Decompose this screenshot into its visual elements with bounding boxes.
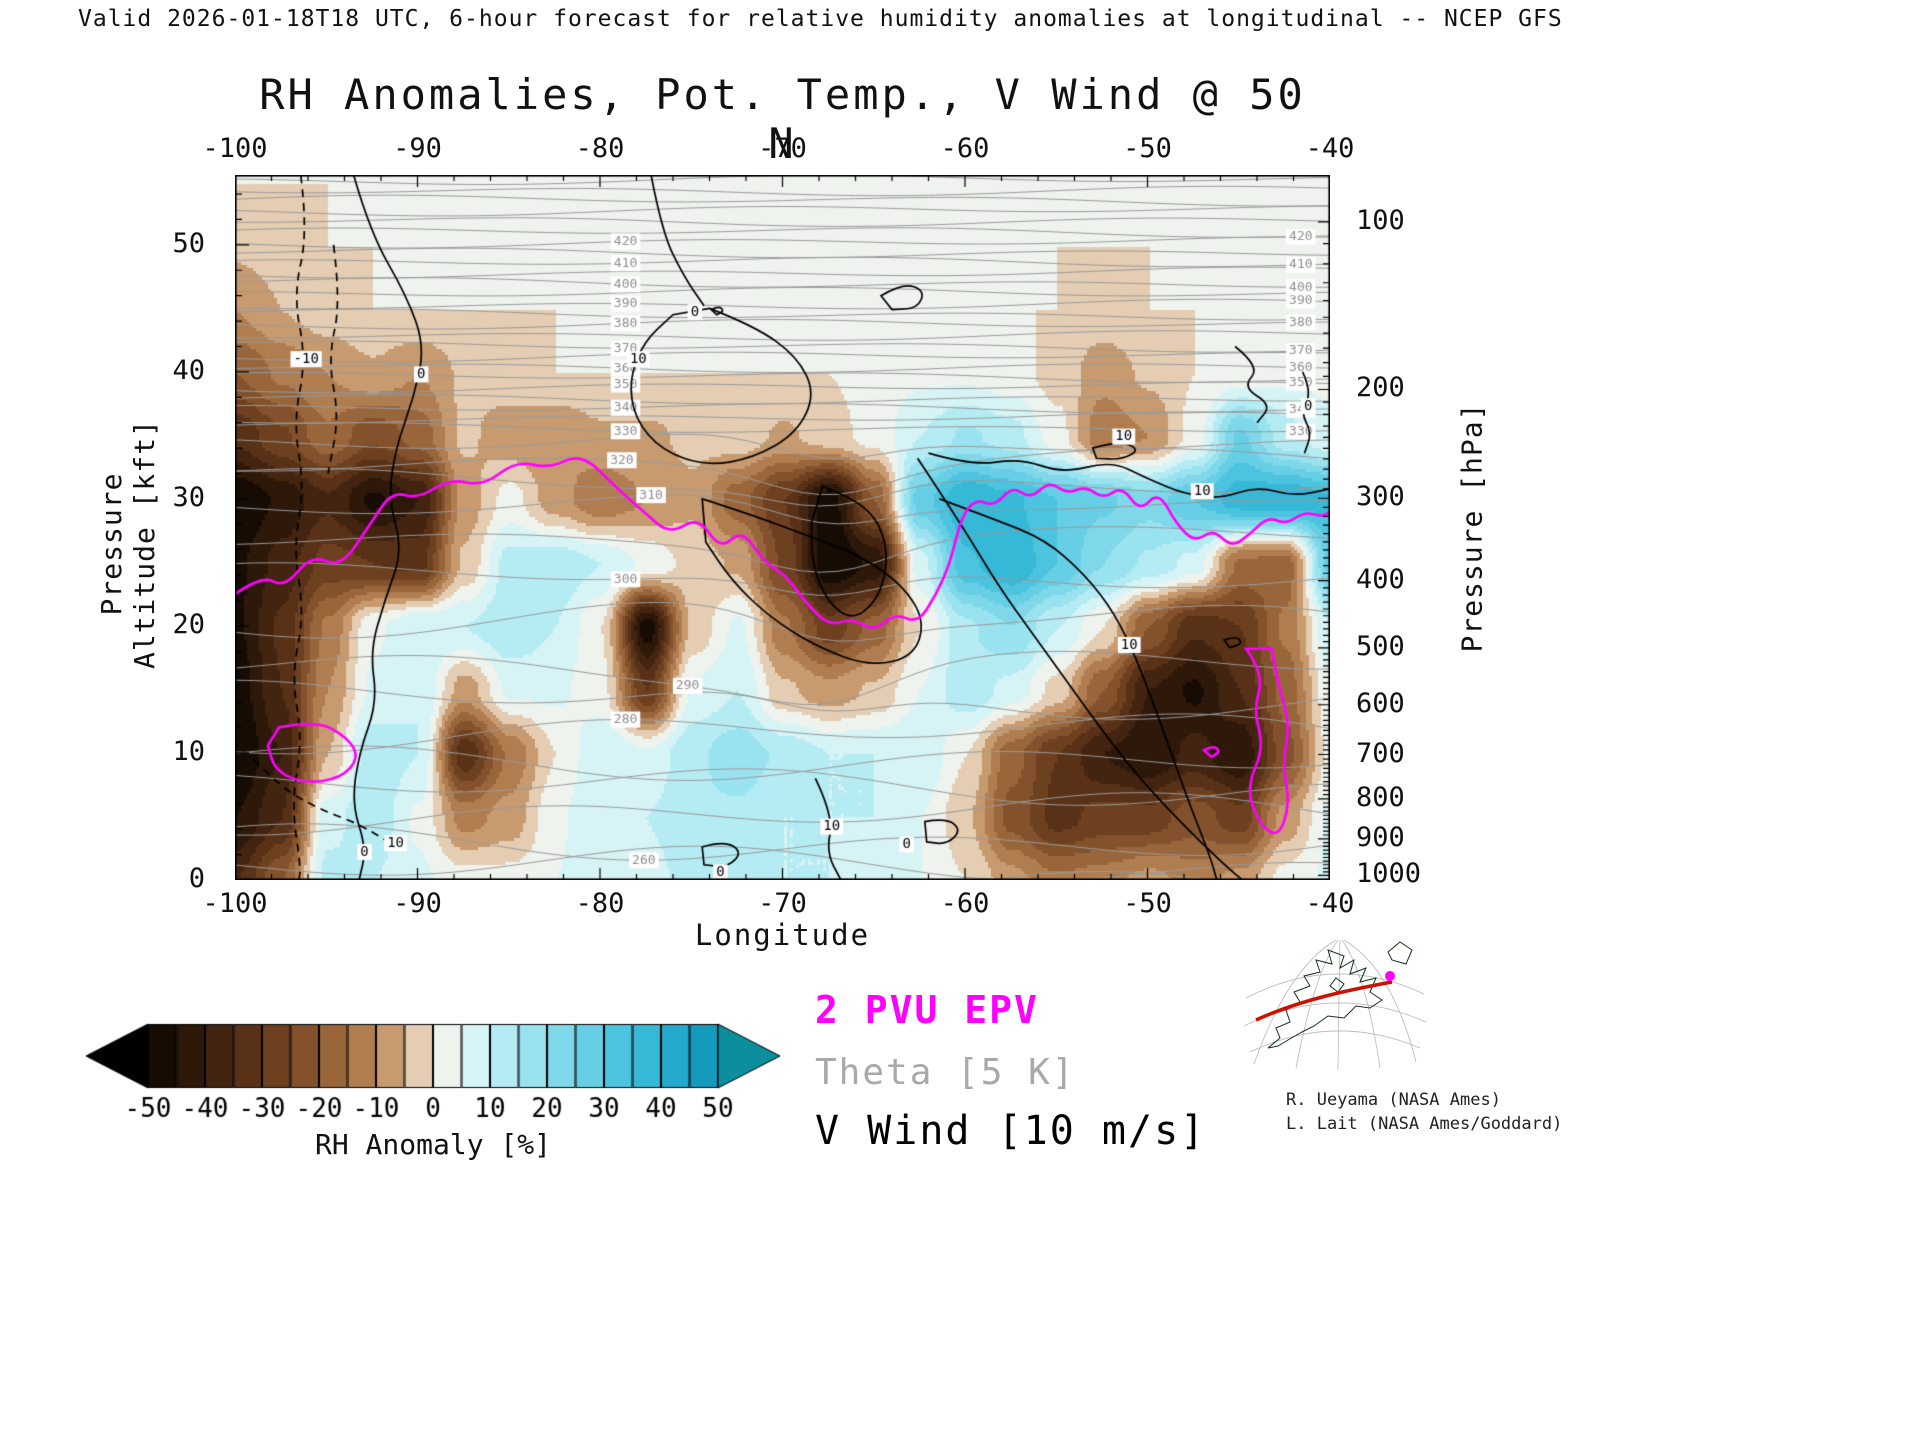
right-axis-title: Pressure [hPa] <box>1455 402 1489 653</box>
y-tick-label-kft: 40 <box>172 354 205 386</box>
legend-pvu-epv: 2 PVU EPV <box>815 988 1039 1032</box>
cross-section-path-line <box>1255 980 1393 1022</box>
y-tick-label-kft: 0 <box>188 863 205 894</box>
cross-section-canvas <box>235 175 1330 880</box>
legend-theta: Theta [5 K] <box>815 1052 1076 1093</box>
y-tick-label-hpa: 400 <box>1356 563 1405 595</box>
x-tick-label-bottom: -60 <box>940 888 990 919</box>
x-tick-label-bottom: -70 <box>758 888 807 919</box>
map-graticule <box>1243 939 1427 1071</box>
y-tick-label-hpa: 1000 <box>1356 858 1422 890</box>
y-tick-label-kft: 10 <box>172 735 205 767</box>
x-tick-label-bottom: -100 <box>202 888 268 919</box>
y-tick-label-hpa: 800 <box>1356 781 1405 813</box>
credit-line-1: R. Ueyama (NASA Ames) <box>1286 1090 1501 1110</box>
plot-area <box>235 175 1330 880</box>
legend-v-wind: V Wind [10 m/s] <box>815 1108 1207 1154</box>
y-tick-label-hpa: 100 <box>1356 204 1405 236</box>
y-tick-label-hpa: 700 <box>1356 737 1405 769</box>
x-tick-label-bottom: -90 <box>393 888 442 919</box>
x-tick-label-bottom: -50 <box>1123 888 1172 919</box>
y-tick-label-hpa: 500 <box>1356 630 1405 662</box>
y-tick-label-kft: 50 <box>172 227 205 259</box>
y-tick-label-hpa: 300 <box>1356 481 1405 513</box>
x-axis-title: Longitude <box>694 918 871 952</box>
location-inset-map <box>1243 939 1427 1071</box>
y-tick-label-hpa: 900 <box>1356 821 1405 853</box>
y-tick-label-hpa: 200 <box>1356 372 1405 404</box>
forecast-validity-header: Valid 2026-01-18T18 UTC, 6-hour forecast… <box>78 6 1563 32</box>
colorbar-title: RH Anomaly [%] <box>314 1128 551 1161</box>
x-tick-label-bottom: -80 <box>575 888 625 919</box>
plot-title: RH Anomalies, Pot. Temp., V Wind @ 50 N <box>259 70 1306 168</box>
left-axis-title: Pressure Altitude [kft] <box>95 419 161 670</box>
x-tick-label-bottom: -40 <box>1305 888 1355 919</box>
y-tick-label-hpa: 600 <box>1356 687 1405 719</box>
credit-line-2: L. Lait (NASA Ames/Goddard) <box>1286 1114 1563 1134</box>
map-location-dot <box>1385 971 1395 981</box>
colorbar <box>70 1018 800 1123</box>
